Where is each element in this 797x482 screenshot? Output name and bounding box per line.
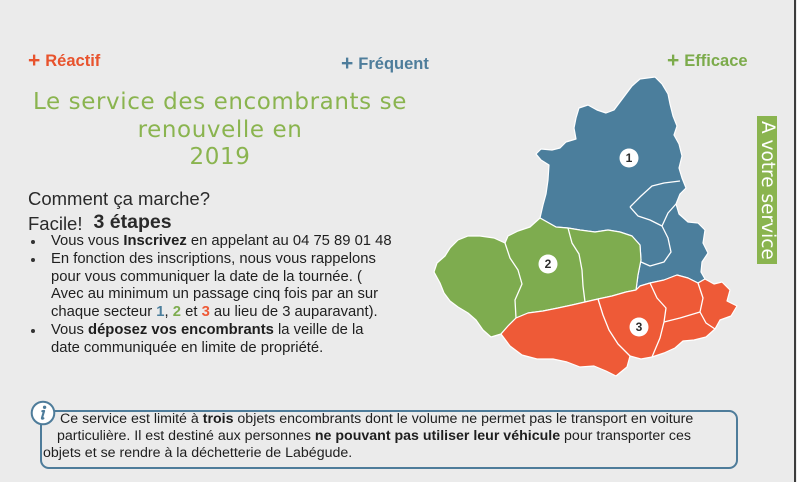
step-text: en appelant au 04 75 89 01 48	[186, 233, 392, 249]
step-text: Avec au minimum un passage cinq fois par…	[51, 286, 379, 303]
commune-boundary	[504, 242, 523, 319]
info-icon	[30, 400, 56, 426]
step-text: ,	[164, 304, 173, 321]
commune-boundary	[597, 298, 631, 357]
step-item-2-line: pour vous communiquer la date de la tour…	[28, 269, 420, 287]
side-tab: A votre service	[757, 116, 777, 264]
bullet-icon	[31, 240, 35, 244]
sector-2-number: 2	[545, 257, 552, 271]
notice-line: particulière. Il est destiné aux personn…	[57, 428, 691, 445]
sector-map: 1 2 3	[433, 76, 738, 377]
step-emphasis: Inscrivez	[123, 233, 187, 249]
step-text: Vous vous	[51, 233, 124, 249]
step-text: date communiquée en limite de propriété.	[51, 339, 324, 356]
info-notice	[40, 410, 738, 469]
commune-boundary	[661, 203, 677, 227]
notice-text: objets et se rendre à la déchetterie de …	[43, 445, 353, 461]
bullet-icon	[31, 257, 35, 262]
plus-icon: +	[667, 49, 680, 72]
bullet-icon	[31, 328, 35, 333]
sector-2-ref: 2	[172, 304, 181, 321]
notice-text: particulière. Il est destiné aux personn…	[57, 428, 315, 444]
step-text: pour vous communiquer la date de la tour…	[51, 268, 362, 285]
step-text: la veille de la	[273, 321, 364, 338]
commune-boundaries	[504, 180, 716, 358]
commune-boundary	[629, 206, 672, 267]
page-title: Le service des encombrants se renouvelle…	[0, 89, 440, 172]
step-text: chaque secteur	[51, 304, 157, 321]
steps-label: 3 étapes	[93, 211, 172, 233]
answer-text: Facile!	[28, 213, 83, 234]
sector-1-number: 1	[626, 151, 633, 165]
sector-2-marker	[538, 254, 558, 274]
sector-1-ref: 1	[156, 304, 165, 321]
step-item-2-line: chaque secteur 1, 2 et 3 au lieu de 3 au…	[28, 304, 420, 322]
sector-3-ref: 3	[201, 304, 210, 321]
tagline-label: Fréquent	[358, 54, 429, 73]
step-item-1: Vous vous Inscrivez en appelant au 04 75…	[28, 233, 420, 251]
notice-text: pour transporter ces	[560, 428, 691, 444]
page-edge	[794, 0, 796, 482]
notice-emphasis: trois	[202, 411, 234, 427]
how-it-works-question: Comment ça marche?	[28, 188, 210, 209]
step-item-2: En fonction des inscriptions, nous vous …	[28, 251, 420, 269]
sector-1-marker	[619, 148, 639, 168]
commune-boundary	[663, 311, 701, 323]
how-it-works-answer: Facile! 3 étapes	[28, 211, 172, 237]
notice-text: Ce service est limité à	[60, 411, 203, 427]
title-line: Le service des encombrants se	[32, 89, 408, 115]
title-line: renouvelle en	[137, 116, 303, 143]
plus-icon: +	[341, 52, 354, 75]
notice-line: Ce service est limité à trois objets enc…	[60, 411, 693, 428]
step-item-2-line: Avec au minimum un passage cinq fois par…	[28, 286, 420, 304]
sector-3-marker	[629, 317, 649, 337]
commune-boundary	[567, 227, 586, 303]
notice-text: objets encombrants dont le volume ne per…	[233, 411, 694, 427]
notice-line: objets et se rendre à la déchetterie de …	[43, 445, 352, 462]
tagline-reactif: + Réactif	[28, 50, 100, 72]
info-icon-stem	[40, 409, 46, 420]
tagline-efficace: + Efficace	[667, 50, 748, 72]
sector-3-number: 3	[636, 320, 643, 334]
plus-icon: +	[28, 49, 41, 72]
tagline-label: Efficace	[684, 51, 748, 70]
tagline-frequent: + Fréquent	[341, 53, 429, 75]
step-text: En fonction des inscriptions, nous vous …	[51, 250, 376, 267]
step-item-3: Vous déposez vos encombrants la veille d…	[28, 322, 420, 340]
map-sector-3	[500, 274, 738, 377]
step-item-3-line: date communiquée en limite de propriété.	[28, 340, 420, 358]
steps-list: Vous vous Inscrivez en appelant au 04 75…	[28, 233, 420, 358]
notice-emphasis: ne pouvant pas utiliser leur véhicule	[314, 428, 561, 444]
commune-boundary	[629, 180, 681, 208]
title-line: 2019	[189, 144, 251, 170]
step-text: et	[181, 304, 202, 321]
step-text: Vous	[51, 321, 89, 338]
step-emphasis: déposez vos encombrants	[88, 321, 274, 338]
tagline-label: Réactif	[45, 51, 101, 70]
info-icon-dot	[42, 405, 47, 409]
step-text: au lieu de 3 auparavant).	[209, 304, 378, 321]
commune-boundary	[649, 282, 667, 358]
